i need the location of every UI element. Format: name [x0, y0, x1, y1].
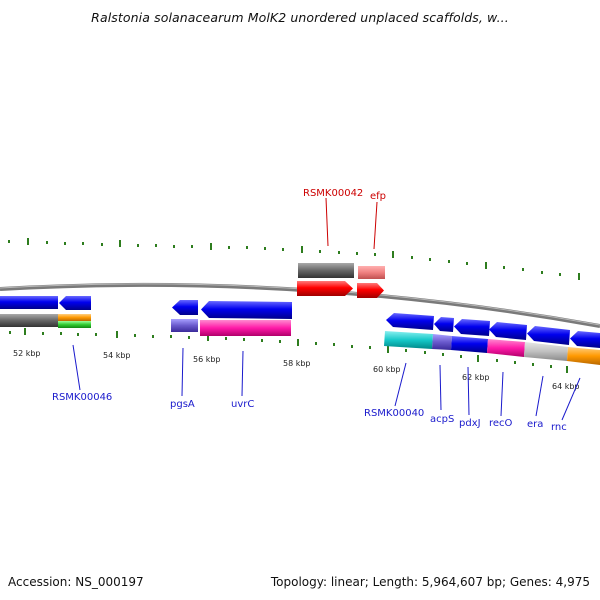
gene-block[interactable]	[0, 314, 58, 327]
gene-arrow[interactable]	[201, 301, 292, 319]
gene-block[interactable]	[524, 342, 568, 361]
scale-label-60: 60 kbp	[373, 365, 401, 374]
gene-block[interactable]	[432, 334, 452, 350]
gene-label-rsmk00040[interactable]: RSMK00040	[364, 408, 424, 419]
gene-block-pgsa[interactable]	[171, 319, 198, 332]
gene-arrow[interactable]	[489, 322, 527, 340]
scale-label-56: 56 kbp	[193, 355, 221, 364]
scale-label-64: 64 kbp	[552, 382, 580, 391]
gene-arrow[interactable]	[434, 317, 454, 332]
gene-label-rnc[interactable]: rnc	[551, 422, 567, 433]
leader-lines	[72, 344, 581, 421]
gene-block[interactable]	[58, 321, 91, 328]
gene-cluster-highlight[interactable]	[297, 263, 385, 298]
gene-arrow[interactable]	[172, 300, 198, 315]
gene-arrow[interactable]	[527, 326, 570, 345]
gene-arrow-rsmk00042[interactable]	[297, 281, 353, 296]
gene-arrow[interactable]	[454, 319, 490, 336]
gene-block[interactable]	[384, 331, 433, 349]
gene-arrow[interactable]	[570, 331, 600, 348]
gene-label-efp[interactable]: efp	[370, 191, 386, 202]
gene-arrow[interactable]	[0, 296, 58, 309]
gene-label-pdxj[interactable]: pdxJ	[459, 418, 481, 429]
gene-cluster-right[interactable]	[384, 313, 600, 365]
gene-block[interactable]	[358, 266, 385, 279]
gene-block[interactable]	[58, 314, 91, 321]
gene-block[interactable]	[298, 263, 354, 278]
leader-lines-red	[325, 197, 378, 250]
gene-block[interactable]	[451, 336, 488, 353]
gene-arrow[interactable]	[386, 313, 434, 330]
gene-label-acps[interactable]: acpS	[430, 414, 454, 425]
gene-block-uvrc[interactable]	[200, 320, 291, 336]
upper-tick-row	[8, 238, 580, 280]
gene-label-pgsa[interactable]: pgsA	[170, 399, 195, 410]
gene-block[interactable]	[487, 339, 525, 357]
gene-cluster-pgsa-uvrc[interactable]	[171, 300, 292, 336]
gene-arrow[interactable]	[59, 296, 91, 310]
scale-label-62: 62 kbp	[462, 373, 490, 382]
gene-label-era[interactable]: era	[527, 419, 543, 430]
gene-arrow-efp[interactable]	[357, 283, 384, 298]
gene-label-rsmk00046[interactable]: RSMK00046	[52, 392, 112, 403]
gene-cluster-left[interactable]	[0, 296, 91, 328]
scale-label-54: 54 kbp	[103, 351, 131, 360]
gene-label-reco[interactable]: recO	[489, 418, 513, 429]
scale-label-52: 52 kbp	[13, 349, 41, 358]
map-title: Ralstonia solanacearum MolK2 unordered u…	[91, 10, 509, 25]
footer-topology: Topology: linear; Length: 5,964,607 bp; …	[270, 575, 590, 589]
gene-label-uvrc[interactable]: uvrC	[231, 399, 254, 410]
lower-tick-row	[9, 328, 568, 373]
scale-label-58: 58 kbp	[283, 359, 311, 368]
gene-label-rsmk00042[interactable]: RSMK00042	[303, 188, 363, 199]
gene-block[interactable]	[567, 347, 600, 365]
footer-accession: Accession: NS_000197	[8, 575, 144, 589]
